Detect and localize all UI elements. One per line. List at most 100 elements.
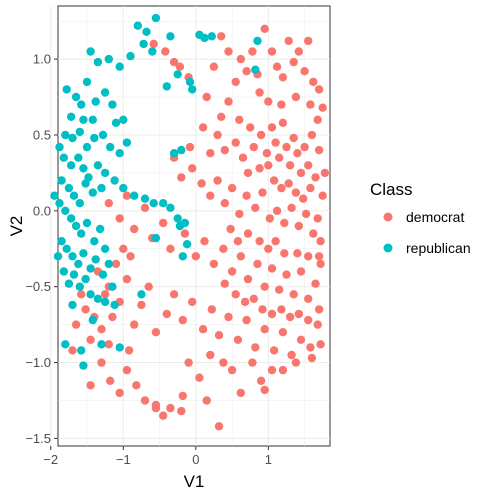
point-republican: [122, 138, 132, 147]
point-democrat: [115, 388, 124, 398]
point-democrat: [264, 97, 273, 106]
point-democrat: [206, 149, 215, 158]
point-democrat: [291, 188, 301, 197]
grid-lines: [50, 6, 330, 446]
point-republican: [88, 188, 98, 197]
legend: Class democrat republican: [370, 180, 471, 256]
point-republican: [166, 32, 175, 41]
point-democrat: [296, 168, 306, 178]
point-democrat: [300, 142, 309, 152]
point-democrat: [197, 179, 206, 188]
point-republican: [90, 237, 99, 246]
point-democrat: [289, 290, 298, 299]
point-democrat: [231, 77, 240, 87]
point-democrat: [293, 249, 302, 258]
point-republican: [185, 77, 195, 87]
point-democrat: [316, 237, 325, 246]
point-democrat: [106, 376, 115, 385]
point-democrat: [291, 92, 301, 102]
point-democrat: [227, 365, 237, 375]
point-republican: [55, 142, 64, 152]
point-democrat: [220, 199, 229, 208]
point-republican: [97, 340, 106, 349]
point-republican: [115, 149, 124, 158]
point-republican: [151, 13, 161, 23]
point-democrat: [255, 88, 264, 97]
point-republican: [98, 130, 108, 140]
point-democrat: [306, 100, 315, 109]
point-democrat: [111, 259, 121, 269]
point-democrat: [175, 62, 185, 71]
point-republican: [69, 191, 79, 200]
point-republican: [68, 300, 77, 310]
point-democrat: [220, 279, 229, 288]
point-democrat: [81, 305, 90, 314]
point-democrat: [309, 229, 318, 238]
point-democrat: [304, 252, 313, 261]
point-republican: [81, 179, 90, 188]
point-republican: [100, 244, 110, 253]
point-democrat: [68, 346, 77, 355]
point-republican: [98, 270, 108, 279]
legend-key-democrat: [383, 212, 393, 222]
point-republican: [126, 51, 135, 61]
point-republican: [200, 33, 209, 43]
point-democrat: [235, 115, 244, 125]
point-republican: [74, 259, 83, 269]
point-democrat: [86, 335, 95, 344]
point-democrat: [207, 305, 216, 314]
point-democrat: [188, 297, 197, 307]
x-tick-label: −1: [116, 452, 131, 467]
point-republican: [59, 153, 68, 162]
point-republican: [207, 32, 216, 41]
point-democrat: [213, 130, 222, 140]
point-democrat: [260, 24, 269, 33]
point-democrat: [242, 191, 251, 200]
point-republican: [166, 203, 175, 212]
point-democrat: [104, 340, 114, 349]
point-democrat: [184, 358, 193, 367]
point-republican: [95, 224, 105, 234]
legend-key-republican: [383, 243, 393, 253]
point-democrat: [271, 237, 280, 246]
point-republican: [130, 191, 139, 200]
point-democrat: [166, 244, 175, 253]
point-democrat: [306, 343, 315, 352]
point-republican: [74, 153, 83, 162]
point-republican: [86, 264, 95, 273]
point-democrat: [264, 161, 273, 170]
point-democrat: [287, 350, 296, 360]
point-democrat: [271, 138, 280, 147]
point-democrat: [277, 183, 286, 193]
point-democrat: [243, 168, 253, 178]
point-democrat: [140, 396, 150, 405]
point-democrat: [253, 259, 262, 269]
point-democrat: [269, 346, 279, 355]
point-democrat: [248, 358, 257, 367]
axes: −2 −1 0 1 −1.5 −1.0 −0.5 0.0 0.5 1.0: [25, 52, 272, 467]
point-democrat: [314, 305, 324, 314]
point-democrat: [278, 328, 288, 337]
point-democrat: [231, 138, 240, 147]
point-democrat: [258, 305, 267, 314]
y-tick-label: −1.0: [25, 355, 51, 370]
point-republican: [62, 244, 71, 253]
point-democrat: [220, 145, 229, 155]
point-republican: [64, 183, 74, 193]
point-democrat: [159, 411, 168, 420]
point-democrat: [249, 294, 258, 303]
point-republican: [61, 206, 70, 215]
point-republican: [86, 47, 95, 56]
point-democrat: [209, 259, 219, 269]
point-democrat: [130, 224, 139, 234]
point-democrat: [314, 145, 324, 155]
point-democrat: [219, 244, 228, 253]
point-republican: [61, 130, 70, 140]
point-republican: [57, 237, 66, 246]
point-democrat: [262, 149, 272, 158]
point-democrat: [289, 133, 298, 143]
point-democrat: [304, 315, 313, 325]
point-democrat: [255, 237, 264, 246]
point-democrat: [71, 320, 81, 329]
point-democrat: [320, 168, 330, 178]
